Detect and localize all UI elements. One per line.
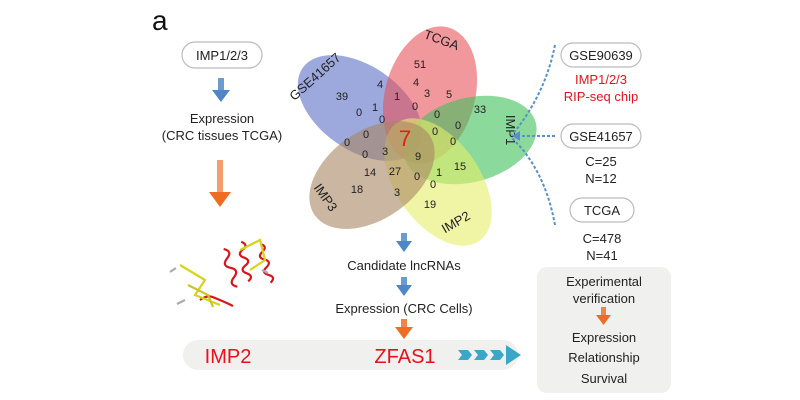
venn-count: 1	[436, 167, 442, 179]
gse90639-label: GSE90639	[569, 48, 633, 63]
venn-count: 0	[363, 129, 369, 141]
rip-label-line1: IMP1/2/3	[575, 72, 627, 87]
imp2-label: IMP2	[205, 346, 252, 368]
venn-count: 0	[412, 101, 418, 113]
venn-count: 0	[434, 109, 440, 121]
convergent-dashed-arrows-icon	[511, 44, 556, 226]
gse41657-cancer-count: C=25	[585, 154, 616, 169]
candidate-lncrnas-label: Candidate lncRNAs	[347, 258, 461, 273]
venn-count: 4	[377, 79, 383, 91]
gse90639-box: GSE90639	[560, 42, 642, 68]
verification-title-1: Experimental	[566, 274, 642, 289]
venn-count: 9	[415, 151, 421, 163]
venn-count: 27	[389, 166, 401, 178]
result-bar	[183, 340, 518, 370]
venn-count: 3	[424, 88, 430, 100]
venn-count: 15	[454, 161, 466, 173]
blue-down-arrow-icon	[396, 233, 412, 252]
verification-item: Relationship	[568, 350, 640, 365]
expression-label: Expression	[190, 111, 254, 126]
expression-cells-label: Expression (CRC Cells)	[335, 301, 472, 316]
tcga-normal-count: N=41	[586, 248, 617, 263]
orange-down-arrow-icon	[395, 319, 413, 339]
zfas1-label: ZFAS1	[374, 346, 435, 368]
orange-down-arrow-icon	[209, 160, 231, 207]
venn-count: 4	[413, 77, 419, 89]
venn-count: 0	[455, 120, 461, 132]
venn-set-label: IMP1	[503, 115, 518, 145]
venn-count: 14	[364, 167, 376, 179]
venn-count: 0	[379, 114, 385, 126]
protein-structure-icon	[169, 238, 275, 308]
gse41657-box: GSE41657	[560, 123, 642, 149]
venn-count: 3	[394, 187, 400, 199]
venn-count: 0	[344, 137, 350, 149]
blue-down-arrow-icon	[396, 277, 412, 296]
venn-count: 0	[362, 149, 368, 161]
venn-count: 51	[414, 59, 426, 71]
venn-count: 19	[424, 199, 436, 211]
venn-count: 0	[432, 126, 438, 138]
blue-down-arrow-icon	[212, 78, 230, 102]
verification-item: Survival	[581, 371, 627, 386]
venn-count: 1	[372, 102, 378, 114]
tcga-cancer-count: C=478	[583, 231, 622, 246]
dashed-right-arrow-icon	[458, 345, 521, 365]
tcga-label: TCGA	[584, 203, 620, 218]
venn-center-count: 7	[399, 126, 411, 151]
gse41657-normal-count: N=12	[585, 171, 616, 186]
venn-count: 33	[474, 104, 486, 116]
venn-set-imp3	[309, 121, 435, 229]
rip-label-line2: RIP-seq chip	[564, 89, 638, 104]
panel-label: a	[152, 5, 168, 36]
orange-down-arrow-icon	[596, 307, 611, 325]
venn-count: 0	[414, 171, 420, 183]
expression-source-label: (CRC tissues TCGA)	[162, 128, 282, 143]
venn-count: 39	[336, 91, 348, 103]
venn-count: 0	[356, 107, 362, 119]
gse41657-label: GSE41657	[569, 129, 633, 144]
venn-count: 18	[351, 184, 363, 196]
tcga-box: TCGA	[569, 197, 635, 223]
verification-title-2: verification	[573, 291, 635, 306]
venn-count: 5	[446, 89, 452, 101]
venn-count: 0	[450, 136, 456, 148]
verification-item: Expression	[572, 330, 636, 345]
start-box-label: IMP1/2/3	[196, 48, 248, 63]
venn-count: 0	[430, 179, 436, 191]
venn-count: 1	[394, 91, 400, 103]
verification-box	[537, 267, 671, 393]
start-box: IMP1/2/3	[181, 41, 263, 69]
venn-count: 3	[382, 146, 388, 158]
